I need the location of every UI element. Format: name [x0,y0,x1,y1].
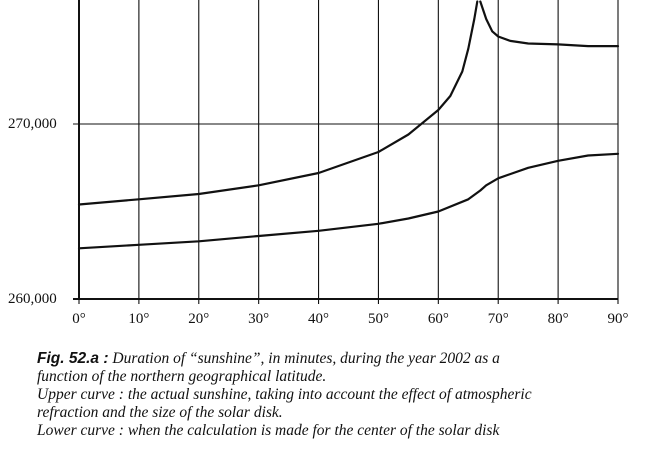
series-line-2 [479,0,620,48]
upper-curve-text: the actual sunshine, taking into account… [123,386,532,403]
y-tick-label: 260,000 [8,291,57,307]
caption-text-1: Duration of “sunshine”, in minutes, duri… [108,350,500,367]
caption-line-1: Fig. 52.a : Duration of “sunshine”, in m… [37,350,637,368]
figure-caption: Fig. 52.a : Duration of “sunshine”, in m… [37,350,637,440]
axes [73,0,619,304]
x-tick-label: 30° [248,311,270,327]
x-tick-label: 80° [547,311,569,327]
sunshine-chart [73,0,620,304]
x-tick-label: 20° [188,311,210,327]
figure-label: Fig. 52.a : [37,350,109,367]
caption-upper-2: refraction and the size of the solar dis… [37,404,283,421]
series-line-1 [77,0,479,206]
x-tick-label: 90° [607,311,629,327]
x-tick-label: 40° [308,311,330,327]
lower-curve-label: Lower curve : [37,422,124,439]
x-tick-label: 70° [487,311,509,327]
x-tick-label: 0° [72,311,86,327]
x-tick-label: 50° [367,311,389,327]
x-tick-label: 10° [128,311,150,327]
lower-curve-text: when the calculation is made for the cen… [123,422,500,439]
caption-line-2: function of the northern geographical la… [37,368,327,385]
series-line-3 [77,152,620,250]
curves [77,0,620,250]
caption-lower: Lower curve : when the calculation is ma… [37,422,637,440]
x-tick-label: 60° [427,311,449,327]
y-tick-label: 270,000 [8,116,57,132]
caption-upper: Upper curve : the actual sunshine, takin… [37,386,637,404]
upper-curve-label: Upper curve : [37,386,124,403]
grid [73,0,619,299]
